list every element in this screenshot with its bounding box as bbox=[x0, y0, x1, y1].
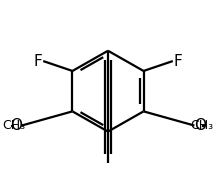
Text: F: F bbox=[174, 53, 183, 69]
Text: F: F bbox=[33, 53, 42, 69]
Text: CH₃: CH₃ bbox=[2, 119, 25, 132]
Text: CH₃: CH₃ bbox=[191, 119, 214, 132]
Text: O: O bbox=[194, 118, 206, 133]
Text: O: O bbox=[10, 118, 22, 133]
